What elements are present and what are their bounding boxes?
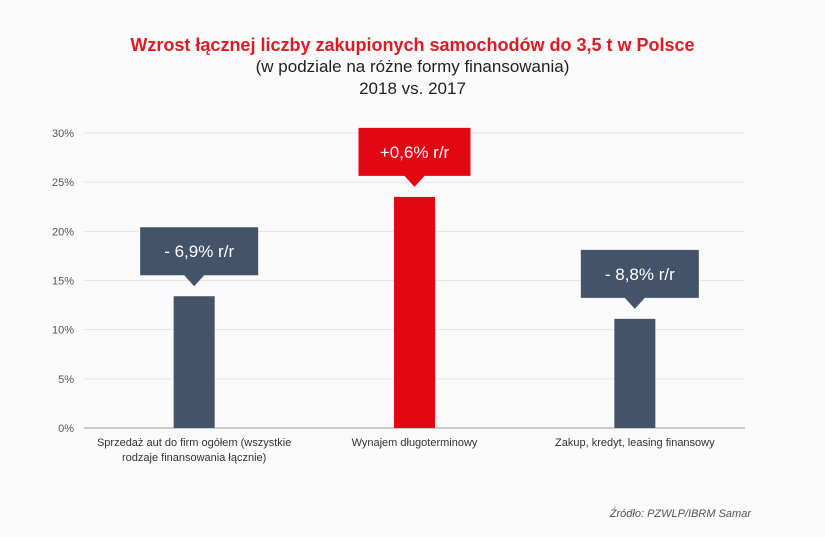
x-tick-label: Zakup, kredyt, leasing finansowy [555,437,715,449]
bar [394,196,435,428]
y-tick-label: 30% [52,128,74,140]
y-tick-label: 5% [58,374,74,386]
x-tick-label: rodzaje finansowania łącznie) [122,452,266,464]
x-tick-label: Wynajem długoterminowy [352,437,478,449]
chart-subtitle: (w podziale na różne formy finansowania) [255,57,570,76]
chart-title: Wzrost łącznej liczby zakupionych samoch… [130,35,695,55]
y-tick-label: 10% [52,325,74,337]
data-callout [580,249,699,309]
y-tick-label: 20% [52,226,74,238]
y-tick-label: 15% [52,276,74,288]
data-label: +0,6% r/r [380,143,450,162]
bar [614,318,656,428]
data-callout [358,127,471,187]
y-tick-label: 25% [52,177,74,189]
data-label: - 6,9% r/r [164,242,234,261]
bar [173,296,215,428]
data-label: - 8,8% r/r [605,265,675,284]
source-note: Źródło: PZWLP/IBRM Samar [609,508,751,520]
data-callout [140,227,259,287]
x-tick-label: Sprzedaż aut do firm ogółem (wszystkie [97,437,291,449]
y-tick-label: 0% [58,423,74,435]
title-block: Wzrost łącznej liczby zakupionych samoch… [0,34,825,100]
chart-period: 2018 vs. 2017 [359,79,466,98]
